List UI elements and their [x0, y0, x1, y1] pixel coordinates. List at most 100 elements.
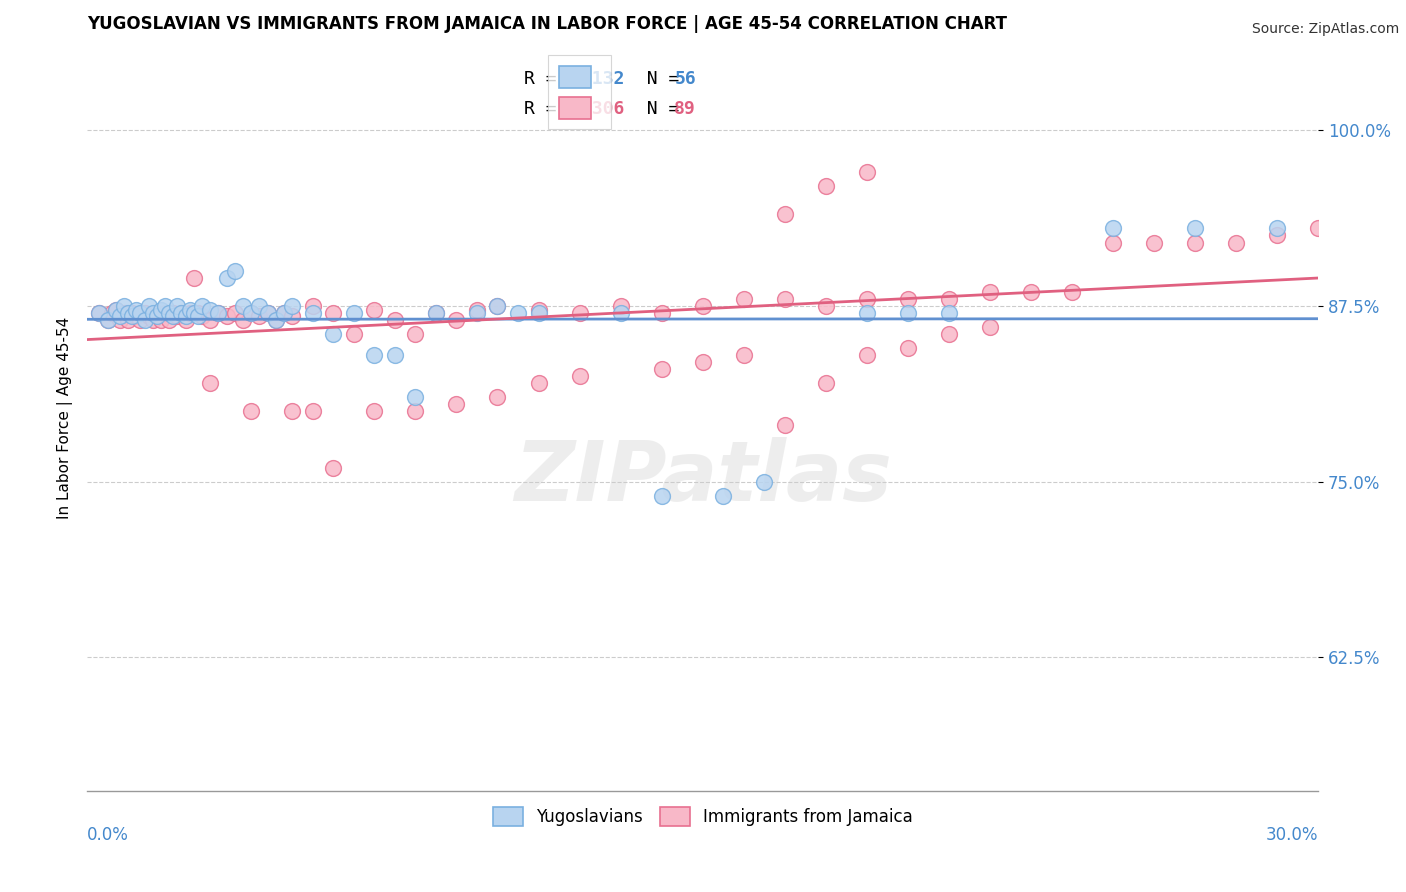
Point [486, 299, 509, 313]
Point [814, 179, 837, 194]
Point [273, 306, 295, 320]
Point [363, 404, 385, 418]
Point [897, 292, 920, 306]
Point [1019, 285, 1042, 299]
Point [446, 313, 468, 327]
Point [425, 306, 447, 320]
Point [384, 313, 406, 327]
Point [486, 299, 509, 313]
Point [249, 309, 271, 323]
Text: ZIPatlas: ZIPatlas [513, 437, 891, 518]
Point [692, 299, 714, 313]
Point [198, 303, 221, 318]
Text: 89: 89 [675, 100, 696, 118]
Text: Source: ZipAtlas.com: Source: ZipAtlas.com [1251, 22, 1399, 37]
Point [711, 489, 734, 503]
Point [301, 306, 323, 320]
Point [322, 306, 344, 320]
Point [1060, 285, 1083, 299]
Legend: Yugoslavians, Immigrants from Jamaica: Yugoslavians, Immigrants from Jamaica [485, 799, 921, 835]
Point [170, 306, 193, 320]
Point [149, 313, 172, 327]
Point [249, 299, 271, 313]
Point [256, 306, 278, 320]
Point [232, 313, 254, 327]
Point [1102, 221, 1125, 235]
Point [1265, 221, 1288, 235]
Point [112, 306, 135, 320]
Point [153, 306, 176, 320]
Point [153, 299, 176, 313]
Point [157, 306, 180, 320]
Point [281, 404, 304, 418]
Point [446, 397, 468, 411]
Point [856, 306, 879, 320]
Point [692, 355, 714, 369]
Point [117, 313, 139, 327]
Point [149, 303, 172, 318]
Point [224, 306, 246, 320]
Point [112, 299, 135, 313]
Point [108, 313, 131, 327]
Point [162, 306, 184, 320]
Point [207, 306, 229, 320]
Point [142, 313, 165, 327]
Point [322, 460, 344, 475]
Point [256, 306, 278, 320]
Point [97, 313, 120, 327]
Point [174, 313, 197, 327]
Point [170, 306, 193, 320]
Point [404, 404, 426, 418]
Point [166, 309, 188, 323]
Text: 0.0%: 0.0% [87, 826, 129, 844]
Point [138, 299, 160, 313]
Point [979, 319, 1001, 334]
Point [142, 306, 165, 320]
Text: N =: N = [626, 70, 690, 88]
Point [1143, 235, 1166, 250]
Point [187, 309, 209, 323]
Point [527, 376, 550, 391]
Point [486, 390, 509, 404]
Point [856, 348, 879, 362]
Point [240, 306, 263, 320]
Point [384, 348, 406, 362]
Point [856, 292, 879, 306]
Point [125, 303, 148, 318]
Point [465, 306, 488, 320]
Point [166, 299, 188, 313]
Point [183, 270, 205, 285]
Point [100, 306, 122, 320]
Point [1184, 235, 1206, 250]
Text: R =: R = [524, 100, 568, 118]
Point [651, 489, 673, 503]
Point [814, 299, 837, 313]
Point [568, 306, 591, 320]
Point [89, 306, 111, 320]
Point [609, 299, 631, 313]
Point [897, 306, 920, 320]
Point [104, 303, 127, 318]
Text: YUGOSLAVIAN VS IMMIGRANTS FROM JAMAICA IN LABOR FORCE | AGE 45-54 CORRELATION CH: YUGOSLAVIAN VS IMMIGRANTS FROM JAMAICA I… [87, 15, 1007, 33]
Point [191, 309, 214, 323]
Point [979, 285, 1001, 299]
Point [465, 303, 488, 318]
Point [1102, 235, 1125, 250]
Text: R =: R = [524, 70, 568, 88]
Point [146, 309, 169, 323]
Point [301, 299, 323, 313]
Point [121, 306, 143, 320]
Point [162, 309, 184, 323]
Point [938, 326, 960, 341]
Point [343, 326, 366, 341]
Point [568, 369, 591, 384]
Point [125, 309, 148, 323]
Point [506, 306, 529, 320]
Point [343, 306, 366, 320]
Point [183, 306, 205, 320]
Point [179, 303, 201, 318]
Point [198, 313, 221, 327]
Point [404, 326, 426, 341]
Point [215, 309, 238, 323]
Point [121, 309, 143, 323]
